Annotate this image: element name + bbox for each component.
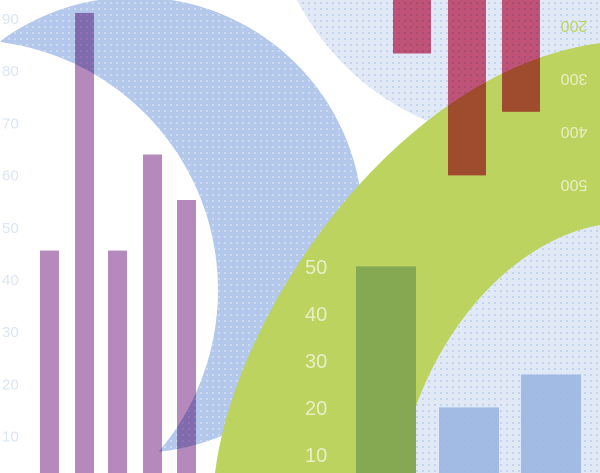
- left-axis-label: 60: [2, 168, 19, 185]
- blue-bar: [521, 374, 581, 473]
- flipped-axis-label: 400: [561, 123, 588, 140]
- purple-bar: [108, 250, 127, 473]
- green-axis-label: 40: [305, 304, 327, 326]
- left-axis-label: 80: [2, 63, 19, 80]
- left-axis-label: 50: [2, 220, 19, 237]
- flipped-axis-label: 200: [561, 17, 588, 34]
- left-axis-label: 30: [2, 324, 19, 341]
- left-axis-label: 10: [2, 429, 19, 446]
- flipped-axis-label: 300: [561, 70, 588, 87]
- red-bar: [502, 0, 540, 112]
- purple-bar: [40, 250, 59, 473]
- blue-bar: [439, 407, 499, 473]
- purple-bar: [75, 12, 94, 473]
- green-axis-label: 20: [305, 398, 327, 420]
- red-bar: [393, 0, 431, 54]
- left-axis-label: 70: [2, 115, 19, 132]
- green-axis-label: 30: [305, 351, 327, 373]
- flipped-axis-label: 500: [561, 176, 588, 193]
- purple-bar: [177, 200, 196, 473]
- purple-bar: [143, 154, 162, 473]
- red-bar: [448, 0, 486, 176]
- left-axis-label: 40: [2, 272, 19, 289]
- left-axis-label: 90: [2, 11, 19, 28]
- green-axis-label: 10: [305, 445, 327, 467]
- left-axis-label: 20: [2, 376, 19, 393]
- green-axis-label: 50: [305, 257, 327, 279]
- green-bar: [356, 266, 416, 473]
